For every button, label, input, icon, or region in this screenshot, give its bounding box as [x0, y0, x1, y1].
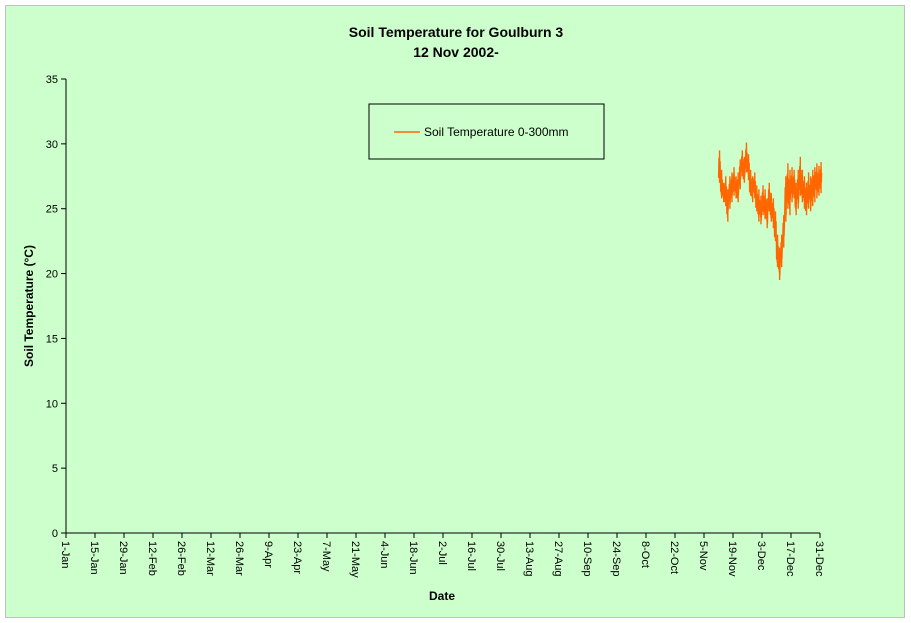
x-tick-label: 22-Oct: [668, 541, 680, 574]
x-tick-label: 24-Sep: [610, 541, 622, 576]
y-axis-ticks: 0 5 10 15 20 25 30 35: [46, 74, 66, 540]
x-tick-label: 26-Mar: [233, 541, 245, 576]
x-tick-label: 27-Aug: [552, 541, 564, 576]
series-group: [717, 142, 823, 281]
x-tick-label: 12-Mar: [204, 541, 216, 576]
x-tick-label: 18-Jun: [407, 541, 419, 575]
x-tick-label: 10-Sep: [581, 541, 593, 576]
legend: Soil Temperature 0-300mm: [368, 103, 605, 160]
y-tick-label: 10: [46, 398, 58, 410]
y-tick-label: 0: [52, 528, 58, 540]
y-tick-label: 15: [46, 333, 58, 345]
chart-subtitle: 12 Nov 2002-: [413, 44, 499, 60]
legend-label: Soil Temperature 0-300mm: [424, 125, 569, 139]
x-tick-label: 2-Jul: [436, 541, 448, 565]
y-tick-label: 20: [46, 269, 58, 281]
x-tick-label: 9-Apr: [262, 541, 274, 568]
x-tick-label: 21-May: [349, 541, 361, 578]
x-tick-label: 26-Feb: [175, 541, 187, 576]
x-tick-label: 29-Jan: [117, 541, 129, 575]
y-tick-label: 5: [52, 463, 58, 475]
x-tick-label: 15-Jan: [88, 541, 100, 575]
x-tick-label: 1-Jan: [59, 541, 71, 569]
x-tick-label: 7-May: [320, 541, 332, 572]
chart-area: Soil Temperature for Goulburn 3 12 Nov 2…: [5, 5, 905, 618]
x-tick-label: 30-Jul: [494, 541, 506, 571]
y-axis-title: Soil Temperature (°C): [22, 245, 36, 367]
x-tick-label: 12-Feb: [146, 541, 158, 576]
x-tick-label: 13-Aug: [523, 541, 535, 576]
x-tick-label: 5-Nov: [697, 541, 709, 571]
x-tick-label: 19-Nov: [726, 541, 738, 577]
x-tick-label: 4-Jun: [378, 541, 390, 569]
x-axis-title: Date: [429, 589, 455, 603]
x-axis-ticks: 1-Jan 15-Jan 29-Jan 12-Feb 26-Feb 12-Mar 26-Ma…: [59, 533, 825, 578]
x-tick-label: 8-Oct: [639, 541, 651, 568]
x-tick-label: 16-Jul: [465, 541, 477, 571]
x-tick-label: 17-Dec: [784, 541, 796, 577]
y-tick-label: 25: [46, 204, 58, 216]
chart-svg: Soil Temperature for Goulburn 3 12 Nov 2…: [22, 24, 825, 603]
x-tick-label: 23-Apr: [291, 541, 303, 574]
chart-title: Soil Temperature for Goulburn 3: [349, 24, 564, 40]
y-tick-label: 35: [46, 74, 58, 86]
y-tick-label: 30: [46, 139, 58, 151]
x-tick-label: 31-Dec: [813, 541, 825, 577]
x-tick-label: 3-Dec: [755, 541, 767, 571]
